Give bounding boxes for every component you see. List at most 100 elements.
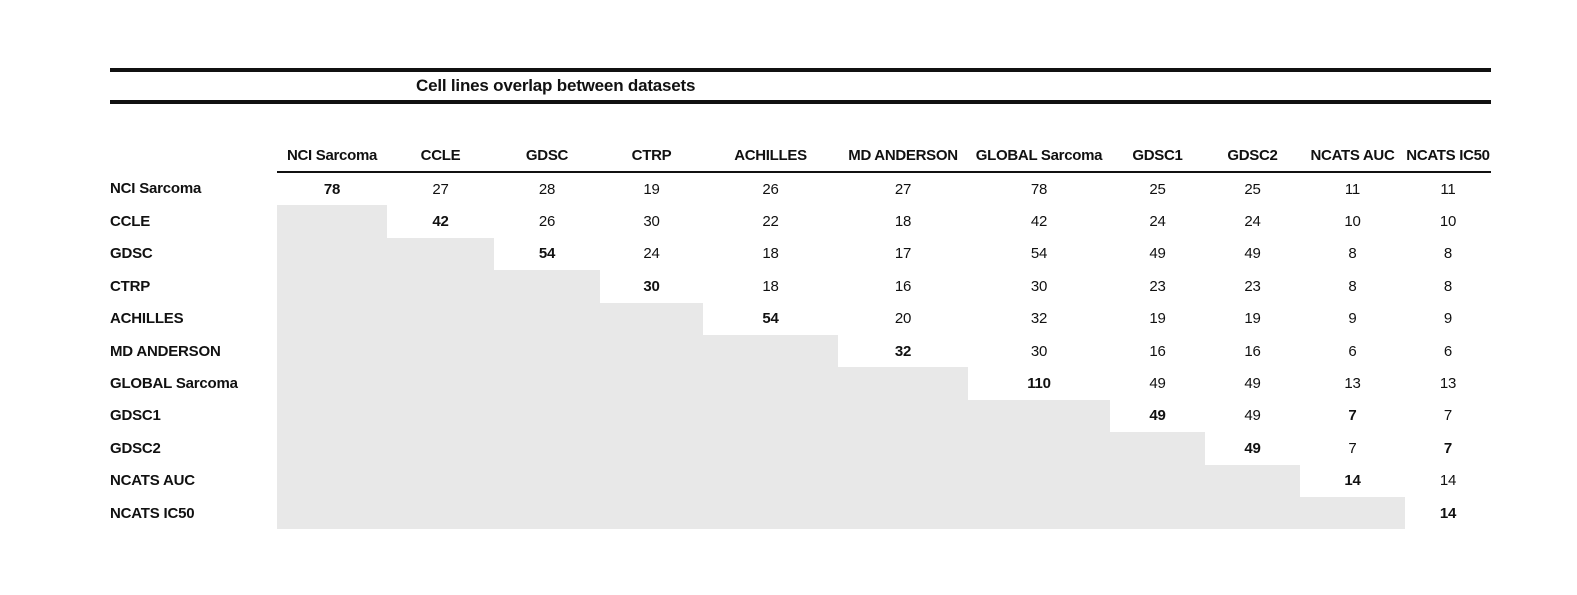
col-header-nci-sarcoma: NCI Sarcoma [277,104,387,173]
cell-achilles-x-gdsc1: 19 [1149,310,1166,328]
cell-ccle-x-global-sarcoma: 42 [1030,213,1048,231]
cell-nci-sarcoma-x-ccle: 27 [432,180,449,198]
cell-ctrp-x-ctrp: 30 [643,277,660,295]
cell-ctrp-x-achilles: 18 [762,277,779,295]
cell-gdsc1-x-global-sarcoma [968,399,1110,433]
cell-ncats-auc-x-md-anderson [838,464,968,497]
cell-achilles-x-ccle [387,302,494,335]
cell-ncats-ic50-x-nci-sarcoma [277,496,387,530]
cell-ccle-x-nci-sarcoma [277,205,387,238]
cell-ncats-auc-x-ccle [387,464,494,497]
cell-md-anderson-x-gdsc2: 16 [1244,342,1261,360]
cell-ncats-ic50-x-achilles [703,496,838,530]
cell-nci-sarcoma-x-ncats-auc: 11 [1344,180,1361,198]
col-header-ncats-auc: NCATS AUC [1300,104,1405,173]
cell-ncats-ic50-x-ccle [387,496,494,530]
corner-cell [110,104,277,172]
cell-ncats-auc-x-ctrp [600,464,703,497]
cell-gdsc2-x-ncats-ic50: 7 [1443,439,1453,457]
cell-gdsc-x-ctrp: 24 [643,245,660,263]
cell-global-sarcoma-x-ccle [387,367,494,400]
cell-ctrp-x-gdsc [494,270,600,303]
cell-gdsc-x-nci-sarcoma [277,237,387,271]
cell-ccle-x-ccle: 42 [432,213,449,231]
cell-achilles-x-ncats-ic50: 9 [1443,310,1453,328]
col-header-ncats-ic50: NCATS IC50 [1405,104,1491,173]
title-row: Cell lines overlap between datasets [110,72,1491,100]
cell-md-anderson-x-gdsc1: 16 [1149,342,1166,360]
cell-ncats-ic50-x-ncats-auc [1300,496,1405,530]
cell-ncats-ic50-x-gdsc1 [1110,496,1205,530]
cell-global-sarcoma-x-ctrp [600,367,703,400]
cell-global-sarcoma-x-md-anderson [838,367,968,400]
cell-global-sarcoma-x-ncats-ic50: 13 [1439,375,1457,393]
cell-md-anderson-x-md-anderson: 32 [894,342,912,360]
cell-gdsc1-x-ncats-auc: 7 [1348,407,1357,425]
cell-ccle-x-gdsc: 26 [538,213,556,231]
cell-ncats-ic50-x-gdsc2 [1205,496,1300,530]
table-row-ncats-ic50: NCATS IC50 14 [110,496,1491,530]
cell-md-anderson-x-ncats-auc: 6 [1348,342,1357,360]
cell-ctrp-x-ncats-ic50: 8 [1443,277,1453,295]
row-header-achilles: ACHILLES [110,310,184,328]
top-rule [110,68,1491,72]
cell-gdsc2-x-achilles [703,432,838,465]
cell-gdsc1-x-gdsc2: 49 [1244,407,1261,425]
cell-md-anderson-x-gdsc [494,334,600,368]
col-header-achilles: ACHILLES [703,104,838,173]
cell-ctrp-x-global-sarcoma: 30 [1030,277,1048,295]
cell-nci-sarcoma-x-achilles: 26 [762,180,779,198]
cell-ncats-ic50-x-gdsc [494,496,600,530]
cell-gdsc-x-ncats-ic50: 8 [1443,245,1453,263]
cell-ccle-x-ncats-ic50: 10 [1439,213,1457,231]
cell-ctrp-x-md-anderson: 16 [894,277,912,295]
row-header-ncats-ic50: NCATS IC50 [110,504,195,522]
cell-gdsc2-x-md-anderson [838,432,968,465]
cell-ncats-auc-x-gdsc1 [1110,464,1205,497]
overlap-matrix-table: NCI Sarcoma CCLE GDSC CTRP ACHILLES MD ANDERS… [110,104,1491,530]
table-title: Cell lines overlap between datasets [416,76,696,95]
cell-achilles-x-gdsc2: 19 [1244,310,1261,328]
title-bottom-rule [110,100,1491,104]
table-row-gdsc1: GDSC1 49 49 7 7 [110,399,1491,433]
cell-ctrp-x-gdsc2: 23 [1244,277,1261,295]
cell-ccle-x-ncats-auc: 10 [1344,213,1361,231]
cell-ncats-auc-x-ncats-auc: 14 [1344,472,1361,490]
cell-ncats-auc-x-gdsc2 [1205,464,1300,497]
cell-gdsc-x-gdsc: 54 [538,245,556,263]
cell-gdsc2-x-ccle [387,432,494,465]
cell-ncats-auc-x-gdsc [494,464,600,497]
cell-gdsc2-x-global-sarcoma [968,432,1110,465]
cell-ncats-ic50-x-global-sarcoma [968,496,1110,530]
cell-nci-sarcoma-x-global-sarcoma: 78 [1030,180,1048,198]
col-header-global-sarcoma: GLOBAL Sarcoma [968,104,1110,173]
row-header-ccle: CCLE [110,213,151,231]
row-header-md-anderson: MD ANDERSON [110,342,221,360]
cell-achilles-x-ncats-auc: 9 [1348,310,1357,328]
cell-ccle-x-md-anderson: 18 [894,213,912,231]
table-row-ctrp: CTRP 30 18 16 30 23 23 8 8 [110,270,1491,303]
cell-md-anderson-x-ccle [387,334,494,368]
table-row-ncats-auc: NCATS AUC 14 14 [110,464,1491,497]
cell-ctrp-x-gdsc1: 23 [1149,277,1166,295]
cell-ctrp-x-nci-sarcoma [277,270,387,303]
table-row-nci-sarcoma: NCI Sarcoma 78 27 28 19 26 27 78 25 25 11 11 [110,172,1491,205]
cell-gdsc2-x-nci-sarcoma [277,432,387,465]
cell-ccle-x-ctrp: 30 [643,213,660,231]
row-header-ctrp: CTRP [110,277,151,295]
col-header-ccle: CCLE [387,104,494,173]
cell-global-sarcoma-x-gdsc1: 49 [1149,375,1166,393]
cell-gdsc1-x-md-anderson [838,399,968,433]
cell-ccle-x-achilles: 22 [762,213,779,231]
col-header-ctrp: CTRP [600,104,703,173]
table-row-gdsc: GDSC 54 24 18 17 54 49 49 8 8 [110,237,1491,271]
row-header-global-sarcoma: GLOBAL Sarcoma [110,375,238,393]
column-header-row: NCI Sarcoma CCLE GDSC CTRP ACHILLES MD ANDERS… [110,104,1491,173]
cell-nci-sarcoma-x-gdsc1: 25 [1149,180,1166,198]
cell-gdsc-x-gdsc1: 49 [1149,245,1166,263]
cell-nci-sarcoma-x-ncats-ic50: 11 [1440,180,1456,198]
cell-global-sarcoma-x-achilles [703,367,838,400]
cell-gdsc1-x-gdsc1: 49 [1149,407,1166,425]
cell-ncats-ic50-x-ncats-ic50: 14 [1439,504,1457,522]
cell-gdsc1-x-ctrp [600,399,703,433]
